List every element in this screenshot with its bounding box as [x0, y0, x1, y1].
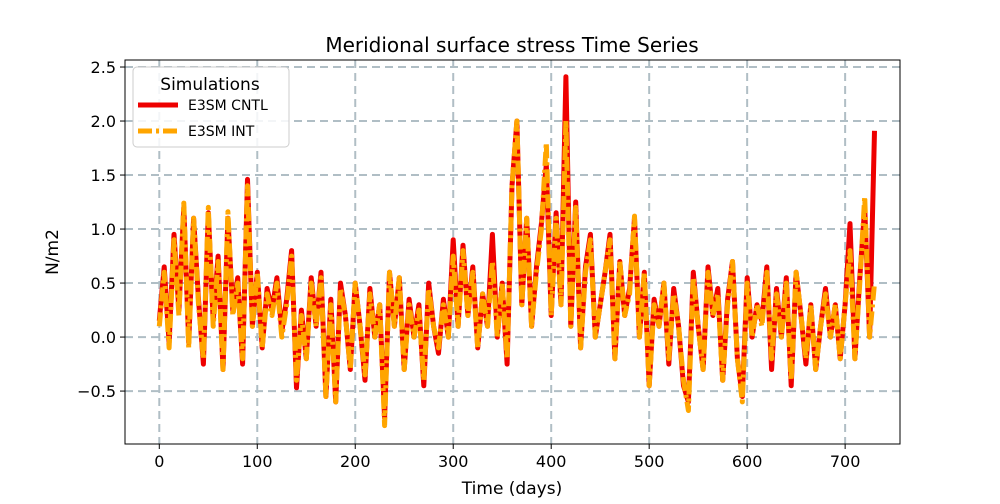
x-tick-label: 500 — [634, 452, 665, 471]
chart-title: Meridional surface stress Time Series — [325, 33, 698, 57]
legend-title: Simulations — [160, 75, 260, 95]
y-axis-label: N/m2 — [43, 229, 63, 275]
y-axis: −0.5 0.0 0.5 1.0 1.5 2.0 2.5 — [77, 58, 125, 401]
x-tick-label: 700 — [830, 452, 861, 471]
y-tick-label: 1.0 — [91, 220, 116, 239]
x-tick-label: 300 — [438, 452, 469, 471]
legend: Simulations E3SM CNTL E3SM INT — [132, 66, 290, 148]
plot-frame — [124, 59, 901, 445]
y-tick-label: 0.0 — [91, 328, 116, 347]
legend-box — [132, 66, 290, 148]
series-line-int — [156, 118, 877, 429]
x-tick-label: 0 — [154, 452, 164, 471]
y-tick-label: 2.5 — [91, 58, 116, 77]
x-tick-label: 400 — [536, 452, 567, 471]
x-tick-label: 100 — [242, 452, 273, 471]
x-tick-label: 200 — [340, 452, 371, 471]
x-axis-label: Time (days) — [461, 479, 562, 499]
series-lines — [156, 74, 877, 429]
y-tick-label: −0.5 — [77, 382, 116, 401]
x-tick-label: 600 — [732, 452, 763, 471]
y-tick-label: 2.0 — [91, 112, 116, 131]
legend-label-int: E3SM INT — [188, 124, 255, 140]
legend-label-cntl: E3SM CNTL — [188, 98, 268, 114]
y-tick-label: 1.5 — [91, 166, 116, 185]
y-tick-label: 0.5 — [91, 274, 116, 293]
x-axis: 0 100 200 300 400 500 600 700 — [154, 444, 860, 471]
